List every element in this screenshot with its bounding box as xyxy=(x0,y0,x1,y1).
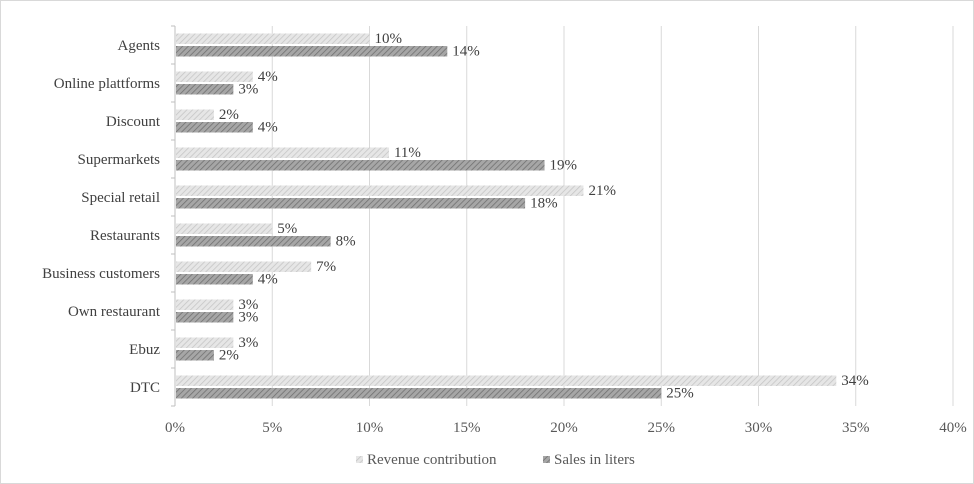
data-label-revenue: 3% xyxy=(238,335,258,351)
data-label-sales: 2% xyxy=(219,348,239,364)
data-label-revenue: 3% xyxy=(238,297,258,313)
x-tick-label: 25% xyxy=(648,420,676,436)
bar-sales-in-liters xyxy=(176,350,214,361)
bar-revenue-contribution xyxy=(176,375,837,386)
category-label: Agents xyxy=(118,38,161,54)
data-label-sales: 4% xyxy=(258,272,278,288)
bar-revenue-contribution xyxy=(176,261,312,272)
bar-sales-in-liters xyxy=(176,46,448,57)
bar-sales-in-liters xyxy=(176,122,253,133)
category-label: Discount xyxy=(106,114,161,130)
x-tick-label: 0% xyxy=(165,420,185,436)
x-tick-label: 20% xyxy=(550,420,578,436)
data-label-sales: 14% xyxy=(452,44,480,60)
legend: Revenue contribution Sales in liters xyxy=(356,452,635,468)
data-label-revenue: 5% xyxy=(277,221,297,237)
x-tick-label: 10% xyxy=(356,420,384,436)
data-label-revenue: 10% xyxy=(375,31,403,47)
category-label: Supermarkets xyxy=(78,152,161,168)
category-label: DTC xyxy=(130,380,160,396)
data-label-revenue: 34% xyxy=(841,373,869,389)
bar-sales-in-liters xyxy=(176,84,234,95)
category-label: Business customers xyxy=(42,266,160,282)
bar-sales-in-liters xyxy=(176,198,526,209)
bar-revenue-contribution xyxy=(176,71,253,82)
bar-sales-in-liters xyxy=(176,312,234,323)
data-label-sales: 4% xyxy=(258,120,278,136)
bar-revenue-contribution xyxy=(176,147,389,158)
bar-sales-in-liters xyxy=(176,160,545,171)
x-tick-label: 35% xyxy=(842,420,870,436)
data-label-sales: 25% xyxy=(666,386,694,402)
axes: 0% 5% 10% 15% 20% 25% 30% 35% 40% Agents Online pl… xyxy=(42,25,967,436)
data-label-revenue: 7% xyxy=(316,259,336,275)
bar-revenue-contribution xyxy=(176,33,370,44)
data-label-sales: 19% xyxy=(550,158,578,174)
bar-revenue-contribution xyxy=(176,223,273,234)
bars xyxy=(176,33,837,399)
bar-revenue-contribution xyxy=(176,185,584,196)
x-tick-label: 15% xyxy=(453,420,481,436)
bar-sales-in-liters xyxy=(176,236,331,247)
x-tick-label: 5% xyxy=(262,420,282,436)
data-labels: 10%14%4%3%2%4%11%19%21%18%5%8%7%4%3%3%3%… xyxy=(219,31,869,402)
legend-swatch-revenue xyxy=(356,456,363,463)
category-label: Restaurants xyxy=(90,228,160,244)
bar-revenue-contribution xyxy=(176,299,234,310)
bar-sales-in-liters xyxy=(176,388,662,399)
gridlines xyxy=(271,26,954,406)
category-label: Online plattforms xyxy=(54,76,160,92)
data-label-sales: 8% xyxy=(336,234,356,250)
data-label-revenue: 2% xyxy=(219,107,239,123)
data-label-sales: 3% xyxy=(238,310,258,326)
data-label-sales: 3% xyxy=(238,82,258,98)
x-tick-label: 40% xyxy=(939,420,967,436)
data-label-revenue: 21% xyxy=(588,183,616,199)
legend-label-revenue: Revenue contribution xyxy=(367,452,497,468)
x-tick-label: 30% xyxy=(745,420,773,436)
legend-swatch-sales xyxy=(543,456,550,463)
bar-sales-in-liters xyxy=(176,274,253,285)
legend-label-sales: Sales in liters xyxy=(554,452,635,468)
category-label: Ebuz xyxy=(129,342,160,358)
bar-revenue-contribution xyxy=(176,109,214,120)
data-label-revenue: 11% xyxy=(394,145,421,161)
data-label-sales: 18% xyxy=(530,196,558,212)
category-label: Special retail xyxy=(81,190,160,206)
bar-revenue-contribution xyxy=(176,337,234,348)
category-label: Own restaurant xyxy=(68,304,161,320)
data-label-revenue: 4% xyxy=(258,69,278,85)
